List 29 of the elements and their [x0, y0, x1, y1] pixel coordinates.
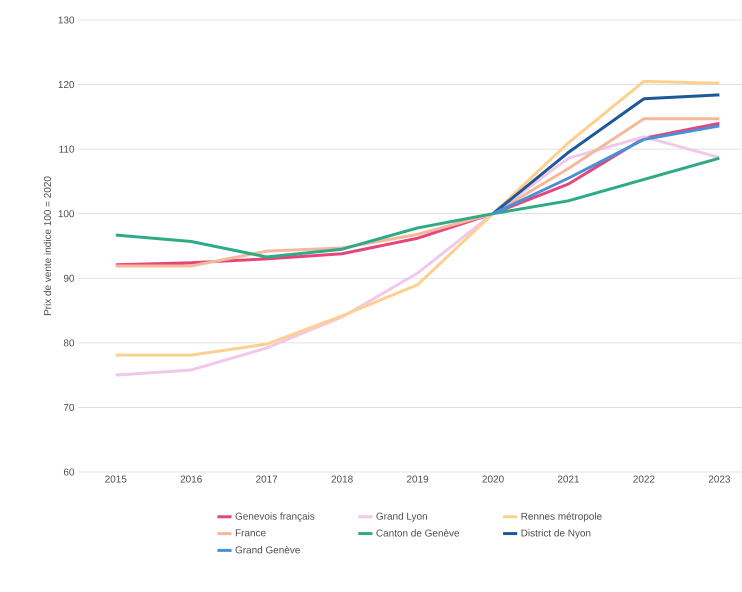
x-tick-label: 2017: [256, 476, 278, 483]
y-tick-label: 80: [64, 339, 74, 346]
legend-label: Canton de Genève: [376, 529, 460, 537]
x-tick-label: 2021: [558, 476, 580, 483]
y-tick-label: 120: [58, 81, 74, 88]
y-tick-label: 100: [58, 210, 74, 218]
legend-label: Rennes métropole: [522, 512, 602, 522]
x-tick-label: 2019: [406, 476, 428, 483]
legend-label: France: [236, 529, 266, 536]
y-tick-label: 60: [64, 468, 74, 476]
legend-label: Grand Lyon: [376, 512, 427, 522]
x-tick-label: 2018: [332, 476, 353, 483]
x-tick-label: 2020: [482, 476, 504, 483]
y-tick-label: 130: [58, 16, 74, 24]
y-axis-title: Prix de vente indice 100 = 2020: [44, 176, 52, 316]
legend-label: District de Nyon: [522, 529, 590, 538]
legend-label: Grand Genève: [236, 546, 300, 554]
legend-label: Genevois français: [236, 512, 314, 522]
y-tick-label: 90: [64, 274, 74, 282]
y-tick-label: 110: [59, 146, 74, 153]
line-series: [114, 80, 721, 357]
x-tick-label: 2016: [180, 476, 202, 483]
x-tick-label: 2015: [105, 476, 126, 483]
x-tick-label: 2023: [708, 476, 730, 483]
line-series: [492, 93, 721, 216]
line-series: [492, 124, 721, 216]
x-tick-label: 2022: [633, 476, 654, 483]
y-tick-label: 70: [64, 404, 74, 411]
line-series: [114, 156, 721, 258]
